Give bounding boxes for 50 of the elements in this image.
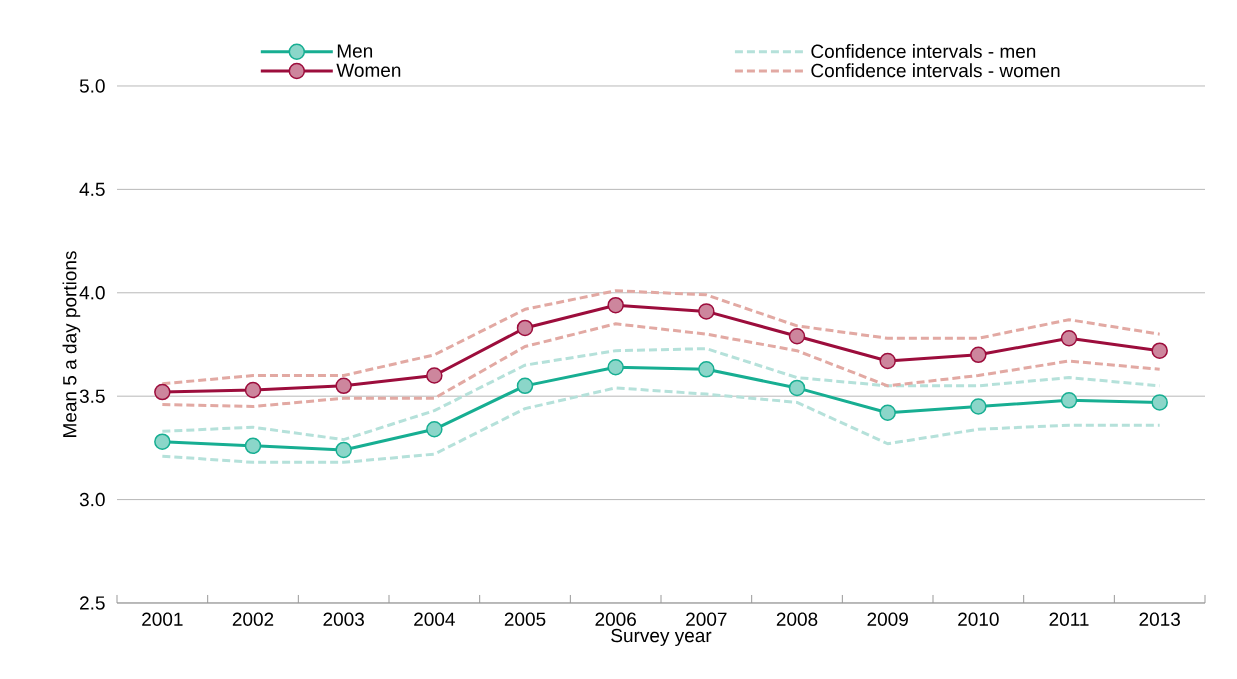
point [426,421,443,438]
point [1060,330,1078,347]
point [1151,394,1168,411]
point [426,367,443,384]
point [335,377,352,395]
point [154,383,171,401]
legend-label: Confidence intervals - women [811,63,1060,78]
x-tick-label: 2007 [686,612,727,626]
y-tick-label: 4.5 [79,182,105,197]
y-tick-label: 5.0 [79,79,105,93]
y-tick-label: 2.5 [80,596,105,610]
x-tick-label: 2006 [595,612,636,626]
point [788,327,806,345]
x-tick-label: 2013 [1139,612,1180,626]
point [788,379,806,397]
point [154,433,171,450]
x-tick-label: 2002 [232,612,274,626]
legend-label: Men [337,44,373,58]
point [1060,392,1078,409]
point [244,381,262,399]
x-tick-label: 2003 [323,612,364,626]
point [879,404,896,421]
x-tick-label: 2011 [1049,612,1089,626]
line-series [160,386,1162,464]
point [970,346,987,364]
x-tick-label: 2004 [414,612,455,626]
point [516,377,534,395]
line-series [160,322,1162,409]
point [335,441,352,459]
point [516,319,534,337]
y-tick-label: 3.5 [79,389,105,403]
point [607,296,624,314]
x-axis-title: Survey year [611,628,712,646]
point [244,437,262,455]
y-axis-title: Mean 5 a day portions [62,251,81,437]
point [970,398,987,415]
legend-label: Women [336,63,401,77]
point [1151,342,1168,359]
point [879,352,896,370]
y-tick-label: 3.0 [79,492,105,507]
y-tick-label: 4.0 [79,286,105,300]
x-tick-label: 2008 [776,612,818,626]
legend-label: Confidence intervals - men [811,44,1036,59]
x-tick-label: 2005 [504,612,546,626]
x-tick-label: 2001 [142,612,183,626]
x-tick-label: 2009 [867,612,908,626]
point [698,361,715,378]
point [607,358,624,376]
point [698,303,715,320]
x-tick-label: 2010 [958,612,999,626]
